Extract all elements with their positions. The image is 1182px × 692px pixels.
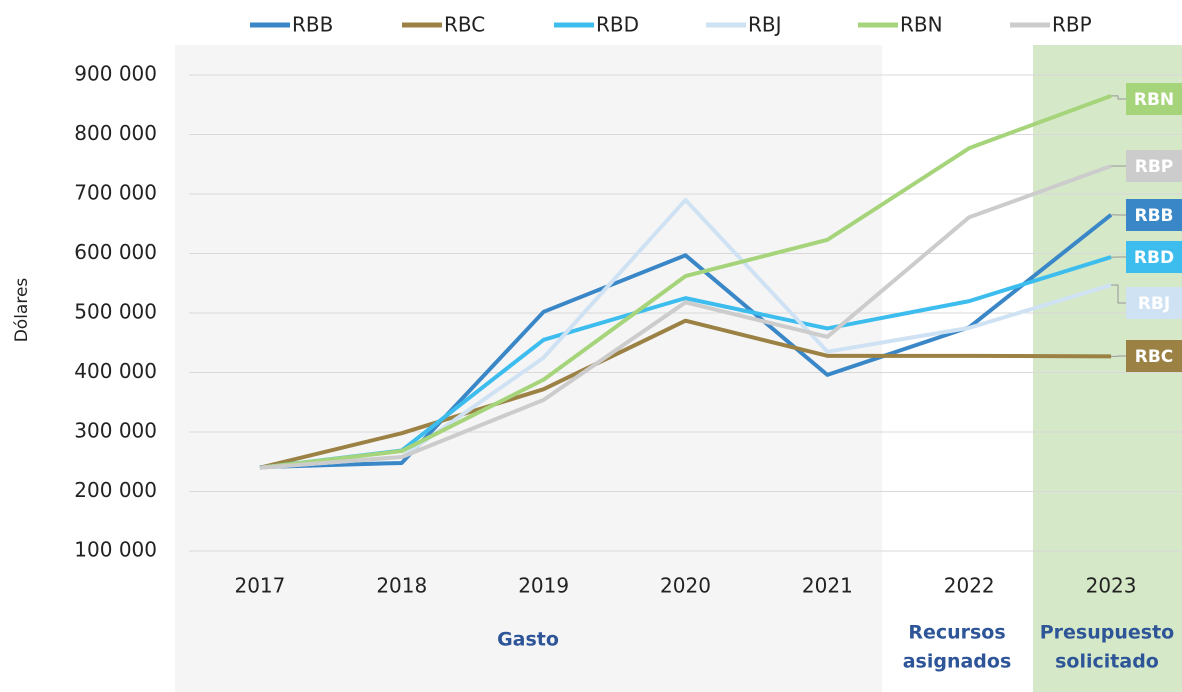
series-line — [259, 318, 1112, 470]
end-label: RBJ — [1138, 294, 1170, 314]
end-label-box — [1126, 150, 1182, 182]
legend-label: RBP — [1052, 13, 1092, 37]
y-tick-label: 800 000 — [74, 121, 157, 145]
legend-label: RBJ — [748, 13, 782, 37]
x-tick-label: 2018 — [376, 574, 427, 598]
region-label: Gasto — [497, 629, 559, 651]
leader-line — [1111, 95, 1126, 100]
end-label-box — [1126, 287, 1182, 319]
legend-label: RBD — [596, 13, 639, 37]
y-tick-label: 300 000 — [74, 419, 157, 443]
y-tick-label: 200 000 — [74, 478, 157, 502]
legend-label: RBC — [444, 13, 485, 37]
y-tick-label: 600 000 — [74, 240, 157, 264]
end-label-box — [1126, 241, 1182, 273]
x-tick-label: 2022 — [944, 574, 995, 598]
series-line — [259, 164, 1112, 470]
end-label: RBB — [1134, 206, 1173, 226]
end-label: RBP — [1135, 157, 1174, 177]
y-tick-label: 100 000 — [74, 538, 157, 562]
y-axis-label: Dólares — [12, 278, 32, 343]
y-tick-label: 400 000 — [74, 359, 157, 383]
x-tick-label: 2019 — [518, 574, 569, 598]
end-label-box — [1126, 199, 1182, 231]
region-label: Presupuesto — [1040, 622, 1174, 644]
y-tick-label: 700 000 — [74, 181, 157, 205]
x-tick-label: 2017 — [234, 574, 285, 598]
x-tick-label: 2021 — [802, 574, 853, 598]
end-label: RBC — [1135, 347, 1174, 367]
end-label-box — [1126, 83, 1182, 115]
series-line — [259, 93, 1112, 470]
y-tick-label: 900 000 — [74, 62, 157, 86]
end-label-box — [1126, 340, 1182, 372]
end-label: RBN — [1134, 90, 1174, 110]
region-label: solicitado — [1055, 651, 1159, 673]
region-label: Recursos — [908, 622, 1005, 644]
x-tick-label: 2023 — [1086, 574, 1137, 598]
legend-label: RBB — [292, 13, 333, 37]
end-label: RBD — [1134, 248, 1174, 268]
x-tick-label: 2020 — [660, 574, 711, 598]
region-label: asignados — [903, 651, 1012, 673]
legend-label: RBN — [900, 13, 943, 37]
leader-line — [1111, 284, 1126, 304]
y-tick-label: 500 000 — [74, 300, 157, 324]
